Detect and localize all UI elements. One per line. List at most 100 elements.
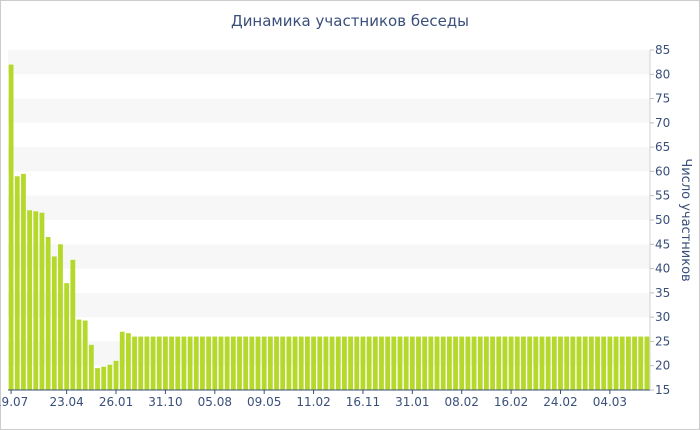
- y-axis: 15 20 25 30 35 40 45 50 55 60 65 70 75 80 85: [649, 43, 670, 397]
- y-tick-label: 15: [655, 383, 670, 397]
- x-tick-label: 05.08: [198, 395, 232, 409]
- bar: [533, 336, 539, 390]
- bar: [298, 336, 304, 390]
- bar: [558, 336, 563, 390]
- bar: [545, 336, 551, 390]
- grid-band: [8, 292, 650, 318]
- bar: [51, 256, 57, 390]
- x-tick-label: 11.02: [296, 395, 330, 409]
- y-tick-label: 25: [655, 334, 670, 348]
- bar: [163, 336, 168, 390]
- bar: [360, 336, 366, 390]
- x-tick-label: 31.01: [395, 395, 429, 409]
- bar: [304, 336, 310, 390]
- grid-band: [8, 50, 650, 75]
- x-tick-label: 31.10: [148, 395, 182, 409]
- grid-band: [8, 195, 650, 220]
- y-tick-label: 20: [655, 359, 670, 373]
- bar: [70, 259, 76, 390]
- bar: [169, 336, 174, 390]
- bar: [82, 320, 88, 390]
- y-tick-label: 30: [655, 310, 670, 324]
- bar: [181, 336, 187, 390]
- y-tick-label: 70: [655, 116, 670, 130]
- bar: [422, 336, 428, 390]
- bar: [150, 336, 156, 390]
- bar: [206, 336, 212, 390]
- bar: [366, 336, 372, 390]
- bar: [527, 336, 533, 390]
- bar: [27, 210, 33, 390]
- bar: [601, 336, 607, 390]
- x-tick-label: 08.02: [445, 395, 479, 409]
- bar: [619, 336, 625, 390]
- bar: [342, 336, 347, 390]
- bar: [107, 364, 113, 390]
- bar: [45, 237, 51, 390]
- bar: [379, 336, 384, 390]
- bar: [551, 336, 557, 390]
- bar: [193, 336, 199, 390]
- bar: [138, 336, 144, 390]
- y-tick-label: 35: [655, 286, 670, 300]
- bar: [243, 336, 249, 390]
- bar: [156, 336, 162, 390]
- bar: [625, 336, 631, 390]
- bar: [144, 336, 150, 390]
- bar: [490, 336, 495, 390]
- bar: [113, 360, 119, 390]
- y-tick-label: 75: [655, 92, 670, 106]
- bar: [397, 336, 403, 390]
- y-axis-label: Число участников: [678, 158, 693, 281]
- bar: [175, 336, 181, 390]
- bar: [14, 176, 20, 390]
- bar: [58, 244, 63, 390]
- grid-band: [8, 98, 650, 123]
- bar: [391, 336, 397, 390]
- y-tick-label: 45: [655, 237, 670, 251]
- bar: [329, 336, 335, 390]
- bar: [459, 336, 465, 390]
- bar: [465, 336, 471, 390]
- bar: [564, 336, 570, 390]
- bar: [403, 336, 409, 390]
- bar: [286, 336, 292, 390]
- bar: [409, 336, 415, 390]
- bar: [632, 336, 637, 390]
- bar: [95, 368, 100, 390]
- bar: [434, 336, 440, 390]
- bar: [514, 336, 520, 390]
- bar: [255, 336, 261, 390]
- bar: [446, 336, 452, 390]
- bar: [335, 336, 341, 390]
- bar: [261, 336, 267, 390]
- bar: [477, 336, 483, 390]
- bar: [502, 336, 508, 390]
- grid-band: [8, 147, 650, 172]
- y-tick-label: 85: [655, 43, 670, 57]
- bar: [292, 336, 298, 390]
- bar: [582, 336, 588, 390]
- bar: [88, 344, 94, 390]
- bar: [249, 336, 255, 390]
- bar: [570, 336, 576, 390]
- bar: [471, 336, 477, 390]
- bar: [280, 336, 286, 390]
- bar: [440, 336, 446, 390]
- bar: [39, 212, 45, 390]
- bar: [576, 336, 582, 390]
- bar: [508, 336, 514, 390]
- bar: [644, 336, 650, 390]
- y-tick-label: 60: [655, 164, 670, 178]
- bar: [595, 336, 600, 390]
- bar: [317, 336, 323, 390]
- bar: [224, 336, 230, 390]
- bar: [132, 336, 137, 390]
- bar: [200, 336, 205, 390]
- bar: [119, 331, 125, 390]
- bar: [607, 336, 613, 390]
- bar: [33, 211, 39, 390]
- bar: [416, 336, 421, 390]
- bar: [21, 173, 26, 390]
- bar: [453, 336, 458, 390]
